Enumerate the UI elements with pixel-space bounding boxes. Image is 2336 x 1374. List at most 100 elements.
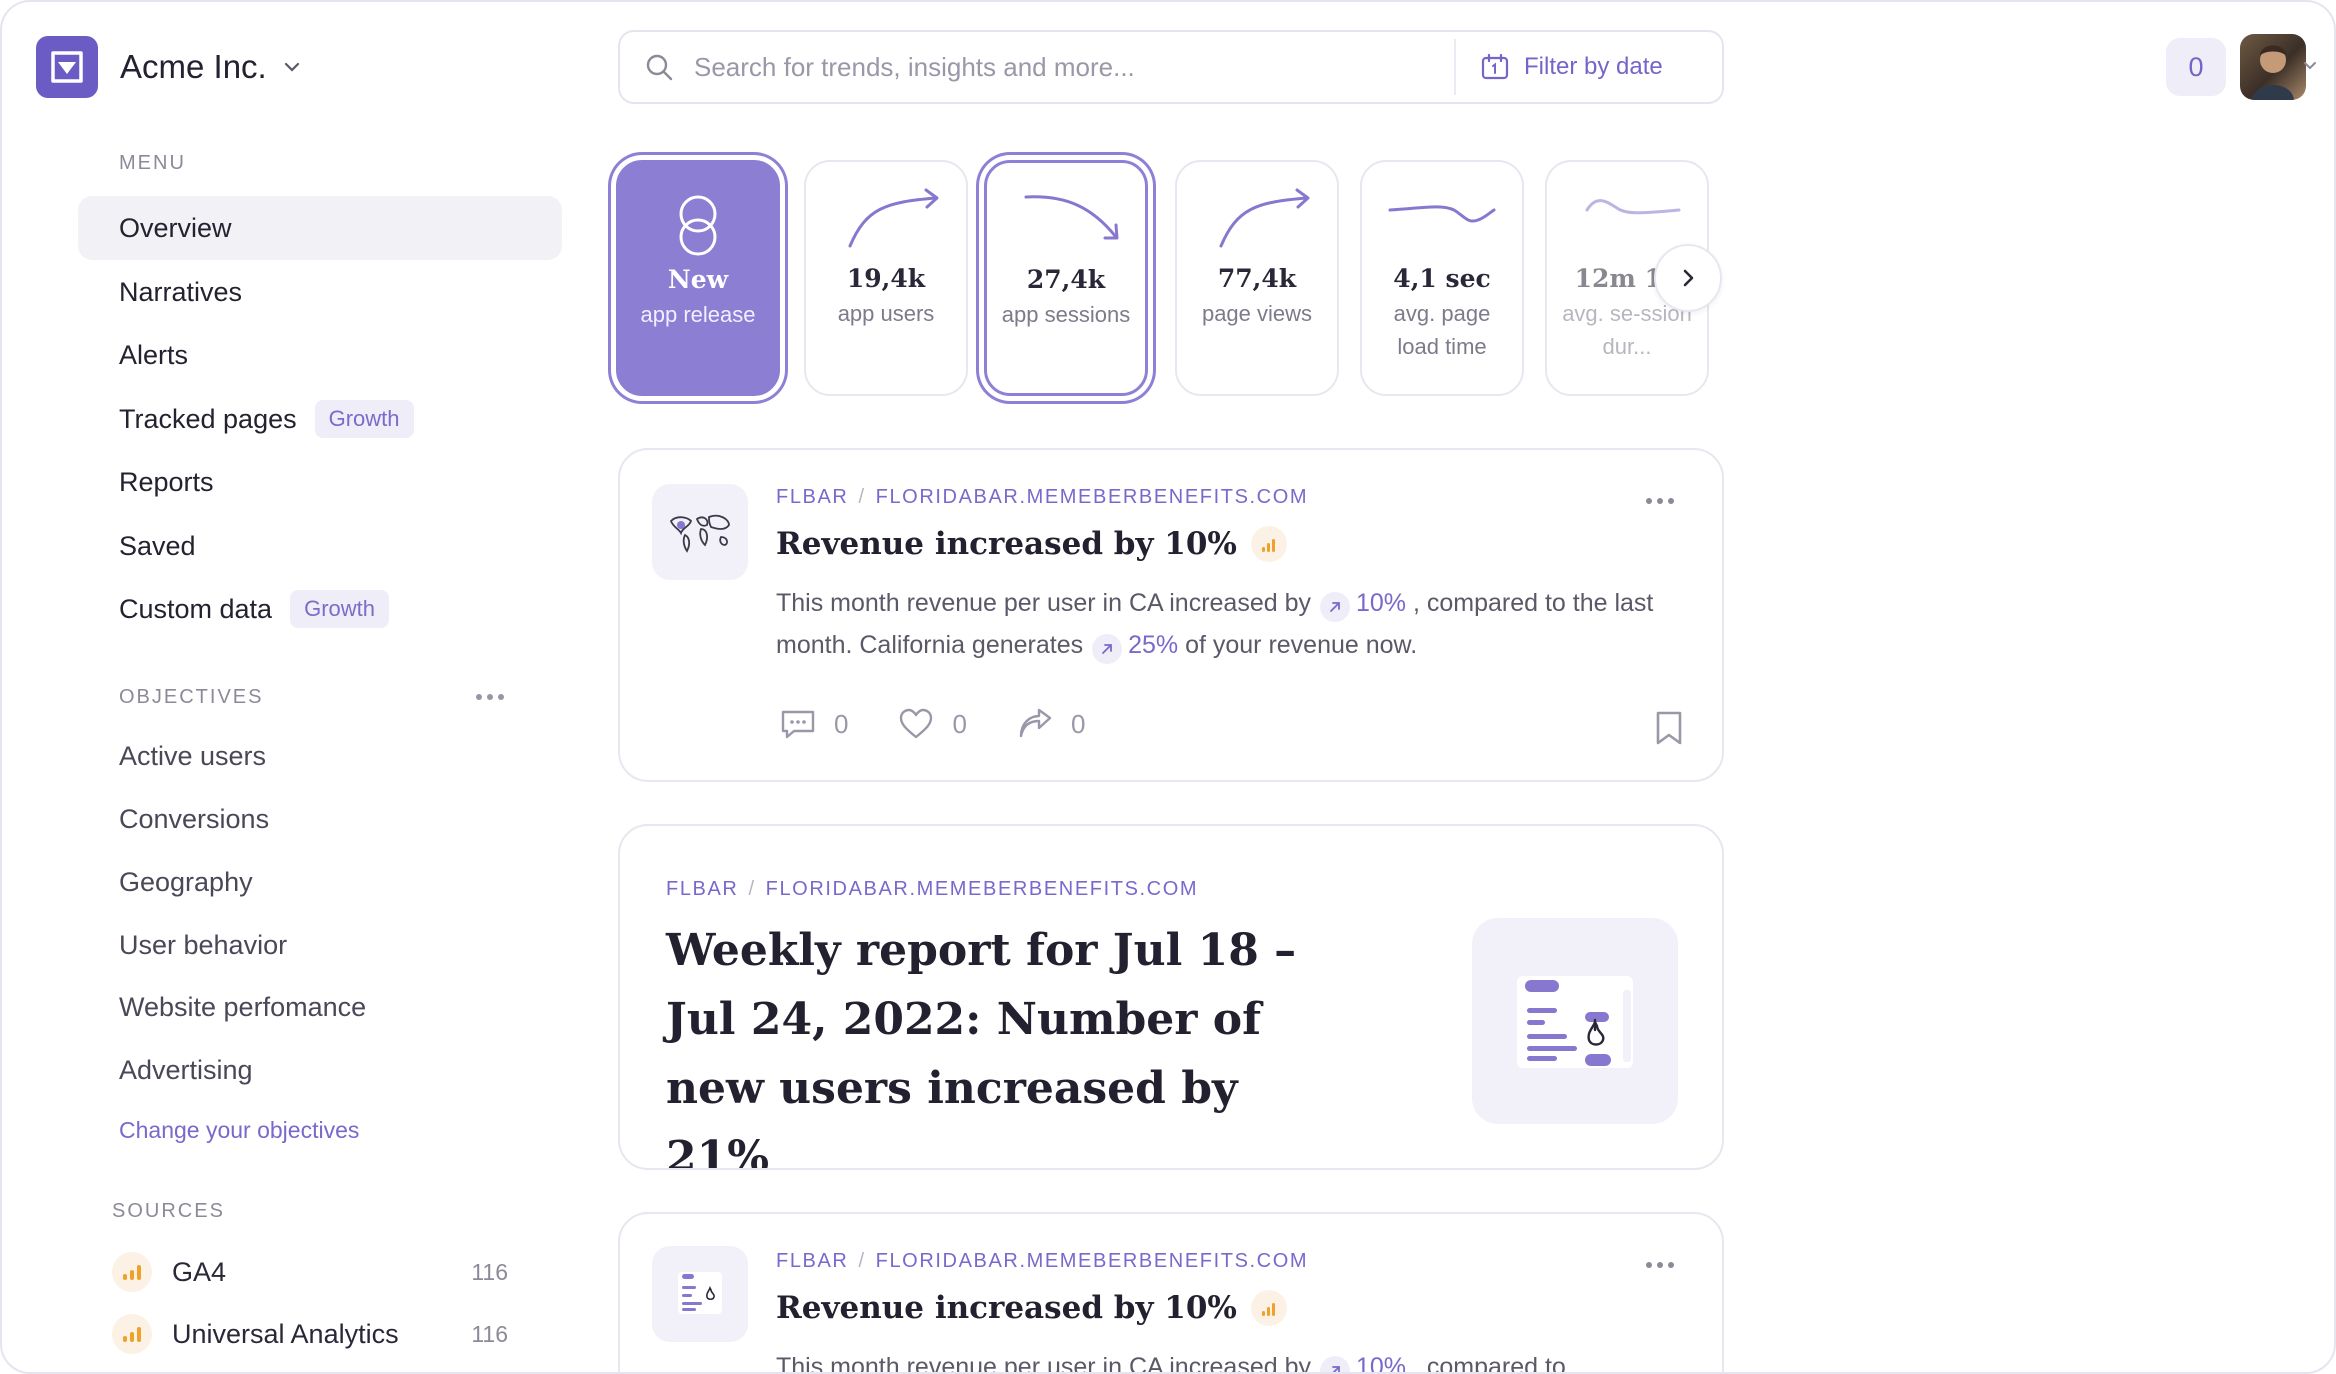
card-title-text: Revenue increased by 10% <box>776 1290 1237 1326</box>
objective-advertising[interactable]: Advertising <box>119 1055 253 1085</box>
stat-label: app users <box>837 301 935 326</box>
objective-geography[interactable]: Geography <box>119 867 253 897</box>
card-title: Revenue increased by 10% <box>776 1290 1287 1326</box>
insight-card[interactable]: FLBAR / FLORIDABAR.MEMEBERBENEFITS.COM Rev… <box>618 1212 1724 1374</box>
source-universal-analytics[interactable]: Universal Analytics 116 <box>112 1314 508 1354</box>
breadcrumb-domain[interactable]: FLORIDABAR.MEMEBERBENEFITS.COM <box>875 486 1309 508</box>
stat-card-app-users[interactable]: 19,4k app users <box>804 160 968 396</box>
search-bar: Filter by date <box>618 30 1724 104</box>
google-analytics-icon <box>1250 526 1287 562</box>
metric-value: 10% <box>1355 589 1406 617</box>
sidebar-item-alerts[interactable]: Alerts <box>78 323 562 387</box>
sources-section-title: SOURCES <box>112 1200 225 1222</box>
source-ga4[interactable]: GA4 116 <box>112 1252 508 1292</box>
stat-label: app sessions <box>1001 302 1131 327</box>
objectives-more-icon[interactable] <box>476 694 504 700</box>
sidebar-item-tracked-pages[interactable]: Tracked pages Growth <box>78 387 562 451</box>
filter-by-date-button[interactable]: Filter by date <box>1456 32 1687 102</box>
world-map-icon <box>652 484 748 580</box>
breadcrumb-domain[interactable]: FLORIDABAR.MEMEBERBENEFITS.COM <box>875 1250 1309 1272</box>
stat-label: avg. page load time <box>1393 301 1491 359</box>
sidebar-item-saved[interactable]: Saved <box>78 514 562 578</box>
comment-button[interactable]: 0 <box>780 708 848 740</box>
stats-next-button[interactable] <box>1654 244 1722 312</box>
comment-icon <box>781 710 815 739</box>
calendar-icon <box>1481 53 1509 80</box>
card-more-icon[interactable] <box>1646 498 1674 504</box>
stat-value: 4,1 sec <box>1393 264 1491 293</box>
stat-card-page-views[interactable]: 77,4k page views <box>1175 160 1339 396</box>
report-card[interactable]: FLBAR / FLORIDABAR.MEMEBERBENEFITS.COM Wee… <box>618 824 1724 1170</box>
objective-conversions[interactable]: Conversions <box>119 804 270 834</box>
org-switcher[interactable]: Acme Inc. <box>36 36 303 98</box>
growth-badge: Growth <box>290 590 389 628</box>
google-analytics-icon <box>1250 1290 1287 1326</box>
change-objectives-link[interactable]: Change your objectives <box>119 1117 360 1143</box>
overlap-circles-icon <box>679 195 717 256</box>
arrow-up-right-icon <box>1092 634 1123 664</box>
share-count: 0 <box>1070 708 1086 739</box>
sidebar-item-reports[interactable]: Reports <box>78 450 562 514</box>
stat-value: 19,4k <box>846 264 926 293</box>
sidebar-item-label: Narratives <box>119 276 243 307</box>
google-analytics-icon <box>112 1314 152 1354</box>
search-icon <box>646 54 673 81</box>
metric-value: 25% <box>1128 631 1179 659</box>
comment-count: 0 <box>834 708 849 739</box>
card-actions: 0 0 0 <box>780 708 1135 740</box>
card-title-text: Revenue increased by 10% <box>776 526 1237 562</box>
notifications-button[interactable]: 0 <box>2166 38 2226 96</box>
card-body: This month revenue per user in CA increa… <box>776 1346 1676 1374</box>
sidebar-item-label: Alerts <box>119 339 189 370</box>
sidebar-item-label: Tracked pages <box>119 403 297 434</box>
sidebar-item-label: Custom data <box>119 593 273 624</box>
wave-icon <box>1585 199 1681 215</box>
trend-up-icon <box>848 188 939 248</box>
objective-user-behavior[interactable]: User behavior <box>119 930 288 960</box>
card-more-icon[interactable] <box>1646 1262 1674 1268</box>
metric-value: 10% <box>1355 1353 1406 1374</box>
arrow-up-right-icon <box>1319 592 1350 622</box>
breadcrumb: FLBAR / FLORIDABAR.MEMEBERBENEFITS.COM <box>776 486 1309 508</box>
objectives-section-title: OBJECTIVES <box>119 686 264 708</box>
source-name: Universal Analytics <box>172 1318 399 1349</box>
search-input[interactable] <box>694 51 1454 83</box>
avatar[interactable] <box>2240 34 2306 100</box>
google-analytics-icon <box>112 1252 152 1292</box>
insight-card[interactable]: FLBAR / FLORIDABAR.MEMEBERBENEFITS.COM Rev… <box>618 448 1724 782</box>
sidebar-item-label: Saved <box>119 530 196 561</box>
stat-card-app-sessions[interactable]: 27,4k app sessions <box>984 160 1148 396</box>
share-button[interactable]: 0 <box>1017 708 1085 740</box>
chevron-down-icon[interactable] <box>2302 58 2318 74</box>
breadcrumb: FLBAR / FLORIDABAR.MEMEBERBENEFITS.COM <box>776 1250 1309 1272</box>
stat-card-load-time[interactable]: 4,1 sec avg. page load time <box>1360 160 1524 396</box>
like-count: 0 <box>952 708 967 739</box>
breadcrumb: FLBAR / FLORIDABAR.MEMEBERBENEFITS.COM <box>666 878 1199 900</box>
acme-logo-icon <box>36 36 98 98</box>
sidebar-item-label: Overview <box>119 212 232 243</box>
sidebar-item-custom-data[interactable]: Custom data Growth <box>78 577 562 641</box>
like-button[interactable]: 0 <box>898 708 967 740</box>
source-name: GA4 <box>172 1256 227 1287</box>
objective-active-users[interactable]: Active users <box>119 741 267 771</box>
chevron-down-icon <box>284 62 299 72</box>
sidebar-item-narratives[interactable]: Narratives <box>78 260 562 324</box>
breadcrumb-source: FLBAR <box>776 486 849 508</box>
org-name: Acme Inc. <box>120 48 267 85</box>
trend-down-icon <box>1024 195 1119 240</box>
stat-card-new-release[interactable]: New app release <box>616 160 780 396</box>
source-count: 116 <box>471 1258 508 1285</box>
bookmark-icon[interactable] <box>1654 710 1684 746</box>
objective-website-performance[interactable]: Website perfomance <box>119 992 367 1022</box>
card-body: This month revenue per user in CA increa… <box>776 582 1676 666</box>
stat-value: 77,4k <box>1217 264 1297 293</box>
wave-icon <box>1388 205 1496 223</box>
breadcrumb-source: FLBAR <box>776 1250 849 1272</box>
trend-up-icon <box>1219 188 1310 248</box>
report-title: Weekly report for Jul 18 – Jul 24, 2022:… <box>666 925 1297 1170</box>
share-icon <box>1019 708 1052 738</box>
breadcrumb-source: FLBAR <box>666 878 739 900</box>
sidebar-item-overview[interactable]: Overview <box>78 196 562 260</box>
breadcrumb-domain[interactable]: FLORIDABAR.MEMEBERBENEFITS.COM <box>765 878 1199 900</box>
